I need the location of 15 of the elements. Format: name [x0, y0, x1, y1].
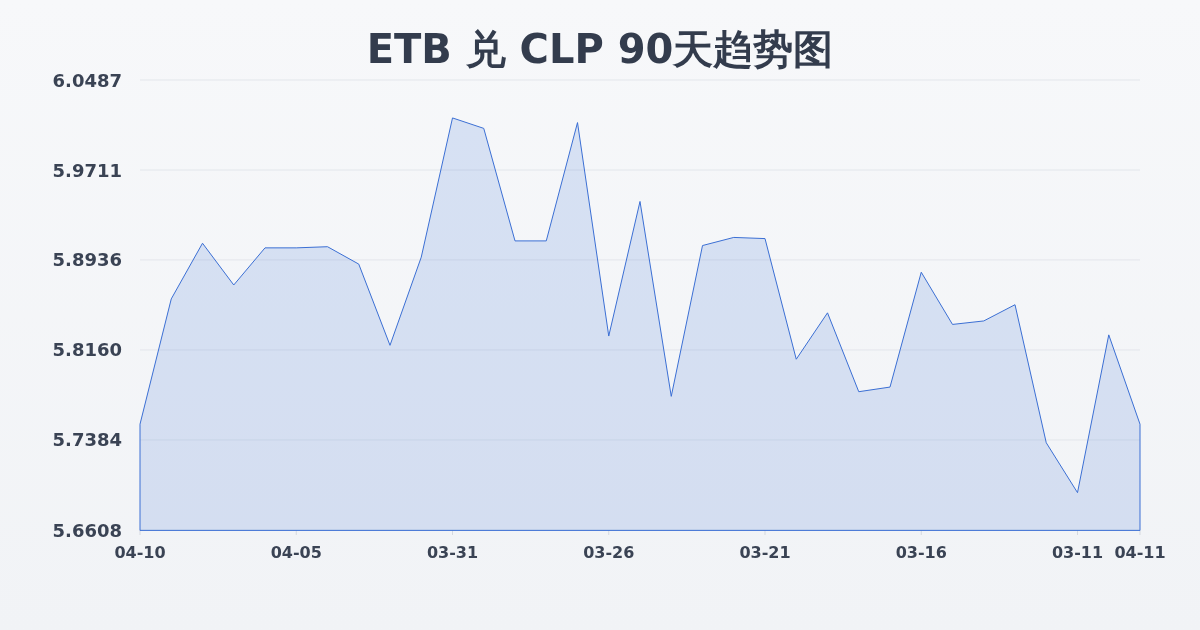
x-tick-label: 03-11: [1051, 543, 1104, 562]
x-tick-label: 03-31: [426, 543, 479, 562]
y-tick-label: 5.9711: [52, 159, 122, 181]
y-tick-label: 5.8936: [52, 249, 122, 271]
chart-title: ETB 兑 CLP 90天趋势图: [366, 26, 834, 72]
x-tick-label: 04-05: [270, 543, 322, 562]
y-tick-label: 5.6608: [52, 519, 122, 541]
x-tick-label: 03-26: [583, 543, 635, 562]
x-tick-label: 04-11: [1114, 543, 1166, 562]
x-tick-label: 03-21: [739, 543, 791, 562]
x-tick-label: 03-16: [895, 543, 947, 562]
x-tick-label: 04-10: [114, 543, 166, 562]
y-tick-label: 5.8160: [52, 339, 122, 361]
y-tick-label: 5.7384: [52, 429, 122, 451]
y-tick-label: 6.0487: [52, 69, 122, 91]
